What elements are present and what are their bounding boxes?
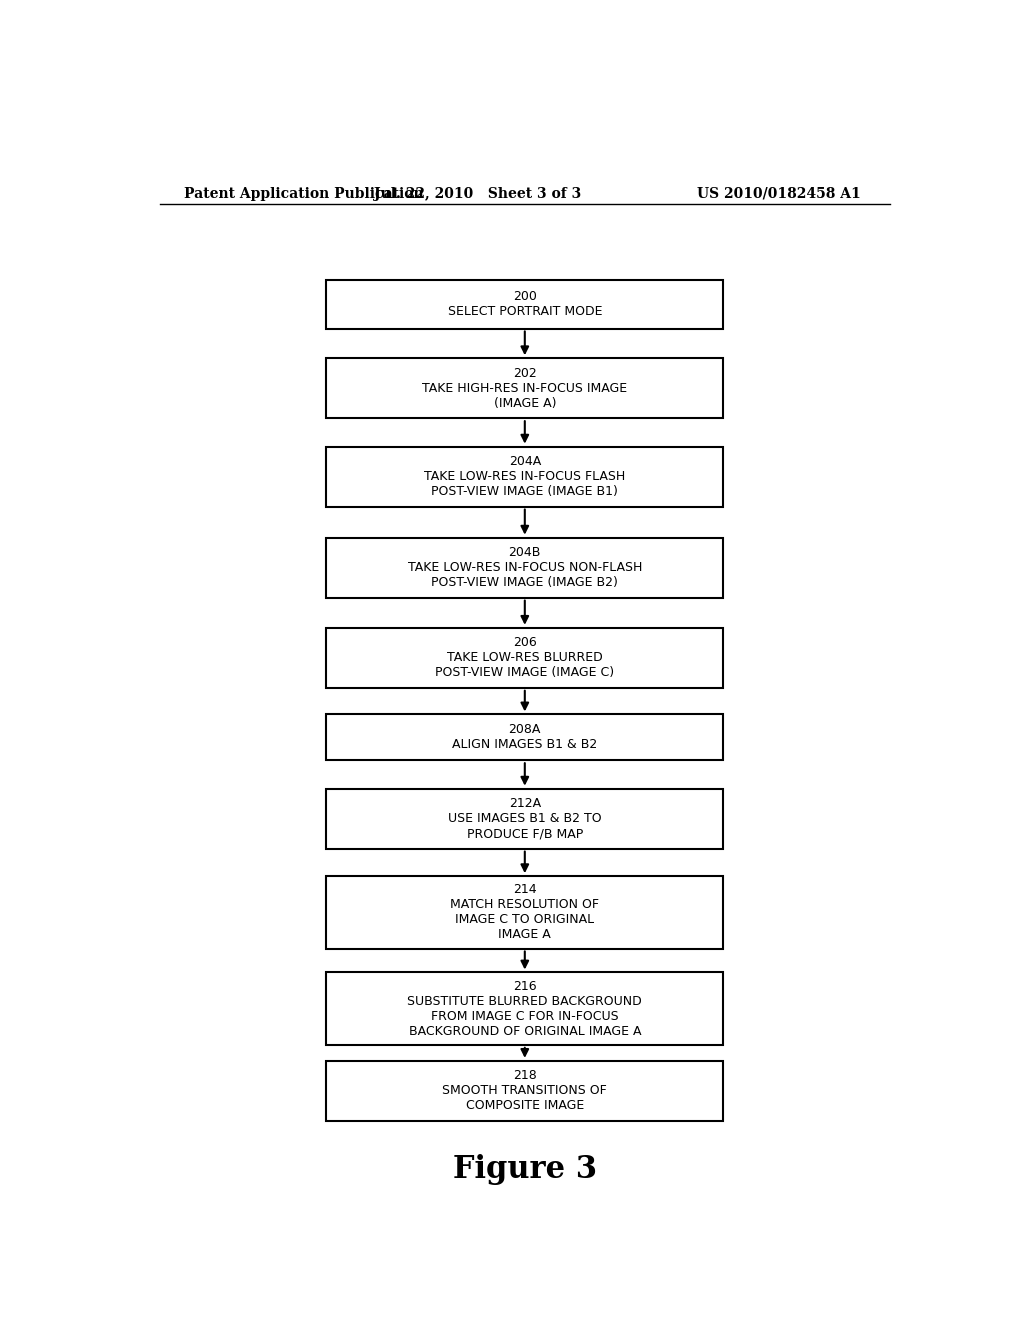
- Text: 212A
USE IMAGES B1 & B2 TO
PRODUCE F/B MAP: 212A USE IMAGES B1 & B2 TO PRODUCE F/B M…: [447, 797, 602, 840]
- Bar: [327, 714, 723, 760]
- Bar: [327, 280, 723, 329]
- Text: 200
SELECT PORTRAIT MODE: 200 SELECT PORTRAIT MODE: [447, 290, 602, 318]
- Bar: [327, 537, 723, 598]
- Text: 216
SUBSTITUTE BLURRED BACKGROUND
FROM IMAGE C FOR IN-FOCUS
BACKGROUND OF ORIGIN: 216 SUBSTITUTE BLURRED BACKGROUND FROM I…: [408, 979, 642, 1038]
- Text: Patent Application Publication: Patent Application Publication: [183, 187, 423, 201]
- Bar: [327, 788, 723, 849]
- Text: 218
SMOOTH TRANSITIONS OF
COMPOSITE IMAGE: 218 SMOOTH TRANSITIONS OF COMPOSITE IMAG…: [442, 1069, 607, 1113]
- Bar: [327, 358, 723, 418]
- Text: 214
MATCH RESOLUTION OF
IMAGE C TO ORIGINAL
IMAGE A: 214 MATCH RESOLUTION OF IMAGE C TO ORIGI…: [451, 883, 599, 941]
- Text: Figure 3: Figure 3: [453, 1154, 597, 1185]
- Bar: [327, 628, 723, 688]
- Text: 204A
TAKE LOW-RES IN-FOCUS FLASH
POST-VIEW IMAGE (IMAGE B1): 204A TAKE LOW-RES IN-FOCUS FLASH POST-VI…: [424, 455, 626, 498]
- Bar: [327, 446, 723, 507]
- Text: 204B
TAKE LOW-RES IN-FOCUS NON-FLASH
POST-VIEW IMAGE (IMAGE B2): 204B TAKE LOW-RES IN-FOCUS NON-FLASH POS…: [408, 546, 642, 589]
- Bar: [327, 876, 723, 949]
- Bar: [327, 1061, 723, 1121]
- Text: 206
TAKE LOW-RES BLURRED
POST-VIEW IMAGE (IMAGE C): 206 TAKE LOW-RES BLURRED POST-VIEW IMAGE…: [435, 636, 614, 680]
- Text: Jul. 22, 2010   Sheet 3 of 3: Jul. 22, 2010 Sheet 3 of 3: [374, 187, 581, 201]
- Text: 202
TAKE HIGH-RES IN-FOCUS IMAGE
(IMAGE A): 202 TAKE HIGH-RES IN-FOCUS IMAGE (IMAGE …: [422, 367, 628, 409]
- Bar: [327, 973, 723, 1045]
- Text: 208A
ALIGN IMAGES B1 & B2: 208A ALIGN IMAGES B1 & B2: [453, 723, 597, 751]
- Text: US 2010/0182458 A1: US 2010/0182458 A1: [697, 187, 860, 201]
